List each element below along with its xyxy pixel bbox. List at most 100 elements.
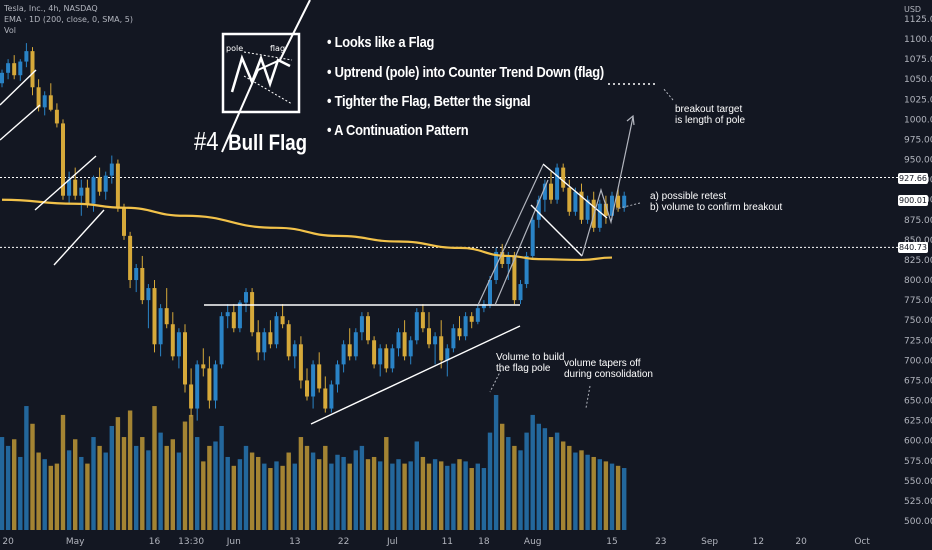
flag-lower-line <box>530 204 583 257</box>
candle-body <box>341 344 346 365</box>
price-tick-label: 700.00 <box>904 356 932 366</box>
time-tick-label: 18 <box>478 537 490 547</box>
price-tick-label: 525.00 <box>904 497 932 507</box>
volume-bar <box>402 463 407 530</box>
volume-bars <box>0 395 627 530</box>
volume-bar <box>286 452 291 530</box>
candle-body <box>366 316 370 341</box>
breakout-target-note: breakout target is length of pole <box>675 104 745 126</box>
candle-body <box>85 187 90 204</box>
volume-bar <box>97 445 102 530</box>
candle-body <box>103 175 108 192</box>
candle-body <box>24 51 29 62</box>
candle-body <box>433 336 438 345</box>
note-line: volume tapers off <box>564 358 641 369</box>
volume-bar <box>79 456 84 530</box>
candle-body <box>500 251 505 264</box>
volume-bar <box>530 414 535 530</box>
candle-body <box>481 304 486 309</box>
note-line: breakout target <box>675 104 743 115</box>
candle-body <box>42 95 47 108</box>
volume-bar <box>219 425 224 530</box>
time-tick-label: 13:30 <box>178 537 204 547</box>
volume-bar <box>127 410 133 530</box>
candle-body <box>561 167 566 188</box>
candle-body <box>311 364 316 397</box>
flag-upper-line <box>542 163 608 219</box>
candle-body <box>573 191 578 212</box>
bullet-point: • Tighter the Flag, Better the signal <box>327 93 531 110</box>
candle-body <box>201 364 206 369</box>
volume-tapers-note: volume tapers off during consolidation <box>564 358 653 380</box>
breakout-projection <box>581 116 634 257</box>
candle-body <box>30 51 35 88</box>
flag-pole-line <box>494 179 549 306</box>
candle-body <box>91 177 96 204</box>
support-line <box>310 325 521 425</box>
candle-body <box>347 344 352 357</box>
candle-body <box>219 316 224 365</box>
price-tick-label: 625.00 <box>904 417 932 427</box>
candle-body <box>524 255 529 285</box>
volume-bar <box>256 456 261 530</box>
volume-bar <box>469 468 474 530</box>
candle-body <box>396 332 401 349</box>
candle-body <box>353 332 358 357</box>
price-axis[interactable]: 500.00 525.00 550.00 575.00 600.00 625.00 650.… <box>904 15 932 527</box>
volume-bar <box>195 437 200 530</box>
volume-legend[interactable]: Vol <box>4 26 16 35</box>
volume-bar <box>249 452 255 530</box>
volume-bar <box>152 406 157 530</box>
candle-body <box>36 87 41 108</box>
volume-bar <box>115 417 121 530</box>
candle-body <box>317 364 322 389</box>
candle-body <box>475 308 480 322</box>
price-tick-label: 750.00 <box>904 316 932 326</box>
volume-bar <box>567 445 572 530</box>
volume-bar <box>579 450 584 530</box>
annotation-arrow <box>489 369 502 393</box>
candle-body <box>597 203 602 228</box>
price-tick-label: 1075.00 <box>904 55 932 65</box>
time-tick-label: 12 <box>753 537 764 547</box>
candle-body <box>286 324 291 357</box>
candle-body <box>359 316 364 333</box>
volume-bar <box>335 454 340 530</box>
ema-legend[interactable]: EMA · 1D (200, close, 0, SMA, 5) <box>4 15 133 24</box>
annotation-arrow <box>585 385 591 409</box>
candle-body <box>335 364 340 385</box>
ema-200-line <box>1 198 613 262</box>
volume-bar <box>182 421 188 530</box>
price-tick-label: 950.00 <box>904 156 932 166</box>
volume-bar <box>292 463 297 530</box>
trendline <box>0 104 41 141</box>
price-tick-label: 575.00 <box>904 457 932 467</box>
volume-bar <box>481 468 487 530</box>
volume-bar <box>12 439 17 530</box>
time-tick-label: 16 <box>149 537 161 547</box>
candle-body <box>225 312 230 317</box>
candle-body <box>512 255 517 301</box>
volume-bar <box>414 441 419 530</box>
candle-body <box>207 368 212 401</box>
candle-body <box>256 332 261 353</box>
time-tick-label: Jul <box>386 537 398 547</box>
candle-body <box>390 348 395 369</box>
volume-bar <box>48 465 53 530</box>
volume-bar <box>329 463 334 530</box>
logo-frame <box>221 32 301 114</box>
symbol-header: Tesla, Inc., 4h, NASDAQ <box>4 4 98 13</box>
note-line: during consolidation <box>564 369 653 380</box>
candle-body <box>164 308 169 325</box>
volume-bar <box>323 445 328 530</box>
pattern-title: #4 Bull Flag <box>194 126 307 157</box>
candle-body <box>195 364 200 409</box>
volume-bar <box>463 461 468 530</box>
price-tick-label: 1000.00 <box>904 115 932 125</box>
trendline-drawings <box>0 0 674 425</box>
candle-body <box>298 344 303 381</box>
trendline <box>34 155 97 211</box>
currency-label: USD <box>904 5 922 14</box>
time-axis[interactable]: 20 May 16 13:30 Jun 13 22 Jul 11 18 Aug 15 23 Sep 12 20… <box>2 537 870 547</box>
